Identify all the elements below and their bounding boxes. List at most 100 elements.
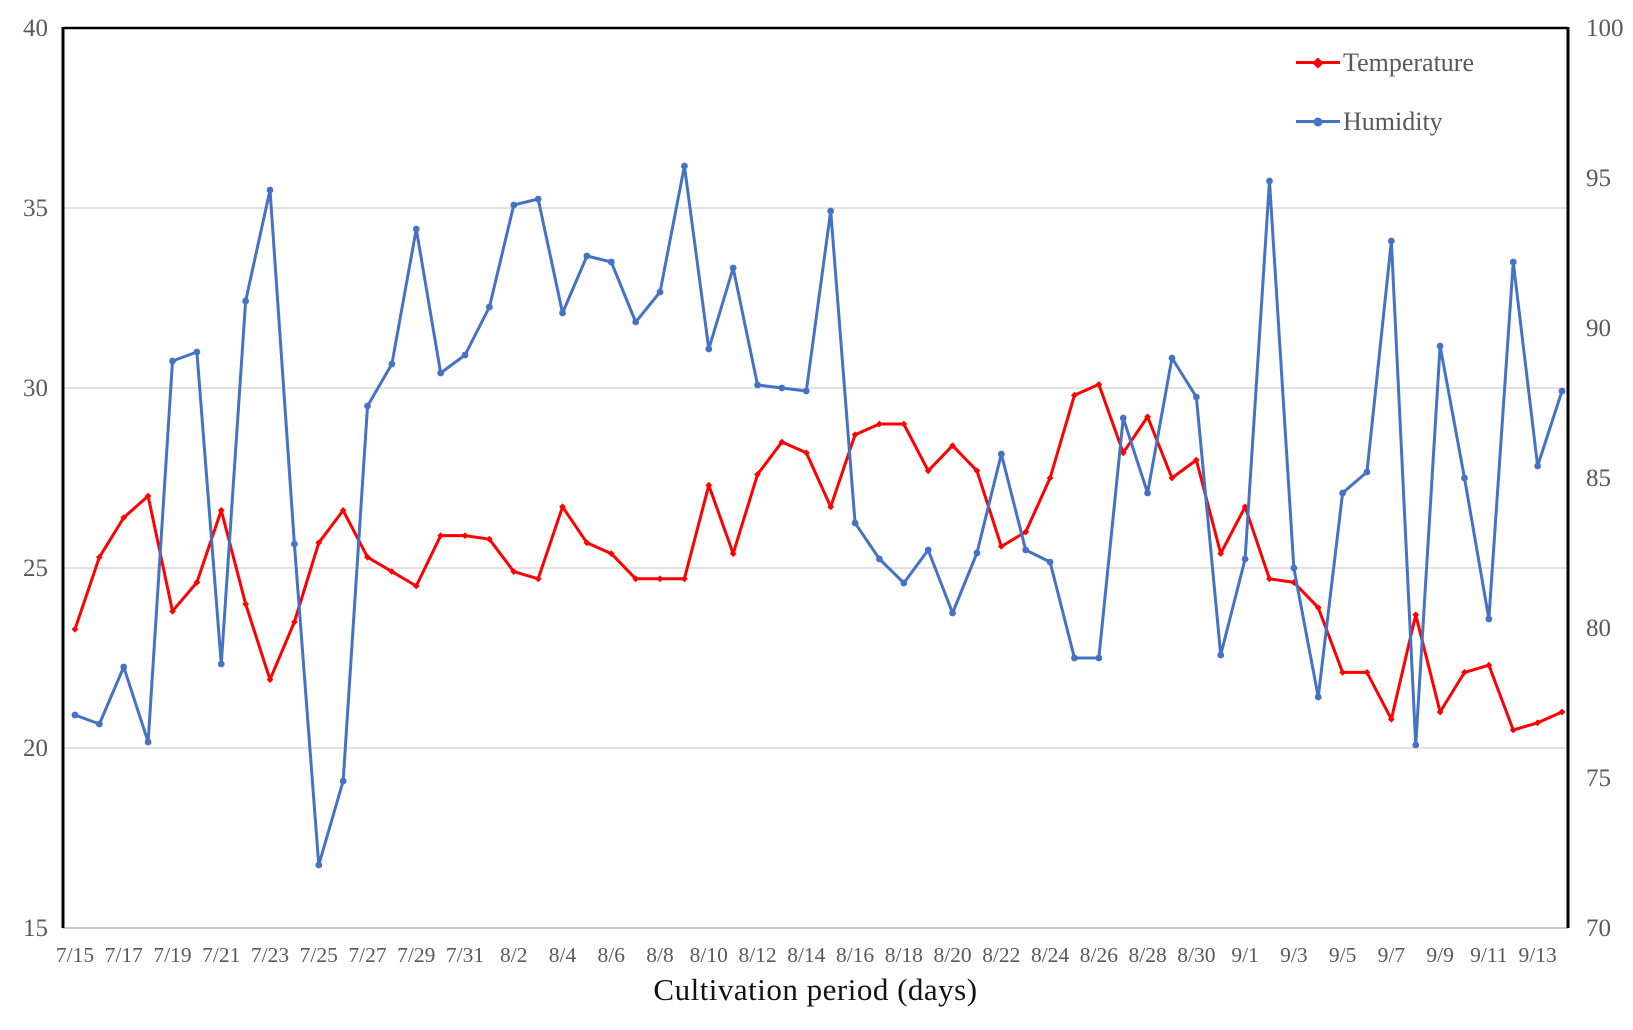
temperature-marker bbox=[486, 535, 493, 543]
temperature-marker bbox=[1436, 708, 1444, 716]
x-axis-tick-label: 9/9 bbox=[1426, 943, 1453, 967]
humidity-marker bbox=[1119, 414, 1127, 422]
x-axis-tick-label: 8/6 bbox=[598, 943, 626, 967]
temperature-marker bbox=[924, 467, 932, 475]
x-axis-tick-label: 7/25 bbox=[300, 943, 338, 967]
temperature-marker bbox=[1387, 715, 1395, 723]
humidity-marker bbox=[924, 546, 932, 554]
temperature-marker bbox=[802, 449, 810, 457]
humidity-marker bbox=[559, 309, 566, 317]
humidity-marker bbox=[949, 609, 956, 617]
x-axis-tick-label: 7/31 bbox=[446, 943, 484, 967]
temperature-marker bbox=[1241, 503, 1249, 511]
humidity-marker bbox=[1144, 489, 1151, 497]
legend-item-temperature: Temperature bbox=[1296, 44, 1474, 82]
x-axis-tick-label: 7/27 bbox=[348, 943, 386, 967]
humidity-marker bbox=[1071, 654, 1078, 662]
temperature-marker bbox=[1168, 474, 1176, 482]
humidity-marker bbox=[778, 384, 786, 392]
temperature-marker bbox=[144, 492, 152, 500]
humidity-legend-marker-icon bbox=[1296, 103, 1340, 141]
humidity-marker bbox=[1339, 489, 1347, 497]
humidity-marker bbox=[900, 579, 908, 587]
temperature-marker bbox=[876, 420, 883, 428]
right-axis-tick-label: 85 bbox=[1586, 465, 1611, 492]
right-axis-tick-label: 70 bbox=[1586, 915, 1611, 942]
humidity-marker bbox=[412, 225, 420, 233]
humidity-marker bbox=[242, 297, 250, 305]
left-axis-tick-label: 20 bbox=[23, 735, 48, 762]
humidity-marker bbox=[1461, 474, 1468, 482]
x-axis-tick-label: 8/14 bbox=[787, 943, 825, 967]
humidity-marker bbox=[705, 345, 713, 353]
temperature-marker bbox=[412, 582, 420, 590]
temperature-marker bbox=[827, 503, 835, 511]
humidity-marker bbox=[169, 357, 176, 365]
temperature-marker bbox=[754, 471, 761, 478]
humidity-marker bbox=[1290, 564, 1298, 572]
humidity-marker bbox=[315, 861, 323, 869]
temperature-marker bbox=[1339, 669, 1347, 676]
humidity-marker bbox=[827, 207, 835, 215]
temperature-marker bbox=[949, 442, 956, 449]
temperature-marker bbox=[437, 532, 445, 539]
humidity-marker bbox=[193, 348, 201, 356]
temperature-marker bbox=[681, 575, 688, 583]
temperature-marker bbox=[1046, 474, 1054, 482]
left-axis-tick-label: 40 bbox=[23, 15, 48, 42]
humidity-marker bbox=[851, 519, 859, 527]
x-axis-tick-label: 9/13 bbox=[1519, 943, 1557, 967]
x-axis-tick-label: 7/23 bbox=[251, 943, 289, 967]
left-axis-tick-label: 30 bbox=[23, 375, 48, 402]
humidity-marker bbox=[1217, 651, 1225, 659]
humidity-marker bbox=[681, 162, 688, 170]
temperature-marker bbox=[1485, 661, 1493, 669]
humidity-marker bbox=[364, 402, 371, 410]
x-axis-tick-label: 9/11 bbox=[1470, 943, 1507, 967]
x-axis-tick-label: 7/21 bbox=[202, 943, 240, 967]
temperature-marker bbox=[1461, 669, 1468, 676]
legend: Temperature Humidity bbox=[1296, 44, 1474, 141]
right-axis-tick-label: 90 bbox=[1586, 315, 1611, 342]
temperature-marker bbox=[607, 550, 615, 557]
temperature-marker bbox=[900, 420, 908, 428]
temperature-marker bbox=[1192, 456, 1200, 464]
temperature-marker bbox=[997, 543, 1005, 550]
humidity-marker bbox=[120, 663, 128, 671]
temperature-marker bbox=[973, 467, 981, 475]
temperature-marker bbox=[1558, 708, 1566, 716]
humidity-marker bbox=[997, 450, 1005, 458]
x-axis-tick-label: 8/2 bbox=[500, 943, 527, 967]
right-axis-tick-label: 75 bbox=[1586, 765, 1611, 792]
temperature-marker bbox=[583, 539, 591, 547]
x-axis-tick-label: 8/30 bbox=[1177, 943, 1215, 967]
temperature-marker bbox=[71, 625, 79, 633]
humidity-marker bbox=[1192, 393, 1200, 401]
humidity-marker bbox=[1022, 546, 1030, 554]
humidity-marker bbox=[95, 720, 103, 728]
right-axis-tick-label: 95 bbox=[1586, 165, 1611, 192]
x-axis-tick-label: 8/18 bbox=[885, 943, 923, 967]
legend-label-temperature: Temperature bbox=[1343, 48, 1474, 77]
temperature-marker bbox=[339, 507, 347, 514]
temperature-marker bbox=[95, 553, 103, 561]
humidity-marker bbox=[1387, 237, 1395, 245]
temperature-marker bbox=[729, 550, 737, 557]
x-axis-tick-label: 9/1 bbox=[1231, 943, 1258, 967]
x-axis-tick-label: 8/24 bbox=[1031, 943, 1069, 967]
temperature-marker bbox=[461, 532, 469, 539]
humidity-marker bbox=[510, 201, 518, 209]
humidity-marker bbox=[1046, 558, 1054, 566]
x-axis-tick-label: 7/29 bbox=[397, 943, 435, 967]
temperature-marker bbox=[559, 503, 566, 511]
humidity-marker bbox=[339, 777, 347, 785]
x-axis-tick-label: 7/17 bbox=[105, 943, 143, 967]
temperature-legend-marker-icon bbox=[1296, 44, 1340, 82]
humidity-marker bbox=[1363, 468, 1371, 476]
temperature-marker bbox=[1144, 413, 1151, 421]
temperature-marker bbox=[169, 607, 176, 615]
temperature-marker bbox=[193, 579, 201, 586]
humidity-marker bbox=[1314, 693, 1322, 701]
